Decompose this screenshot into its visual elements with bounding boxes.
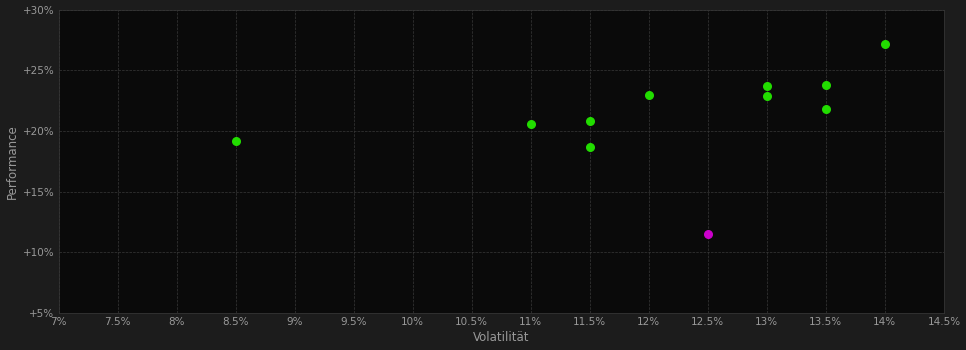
Point (523, 121, 538, 126)
Point (641, 92, 657, 97)
Point (759, 93, 775, 99)
Point (818, 106, 834, 112)
X-axis label: Volatilität: Volatilität (473, 331, 529, 344)
Point (759, 83, 775, 89)
Y-axis label: Performance: Performance (6, 124, 18, 199)
Point (700, 231, 716, 237)
Point (877, 41, 893, 46)
Point (818, 82, 834, 88)
Point (582, 144, 598, 149)
Point (582, 118, 598, 124)
Point (228, 138, 243, 144)
